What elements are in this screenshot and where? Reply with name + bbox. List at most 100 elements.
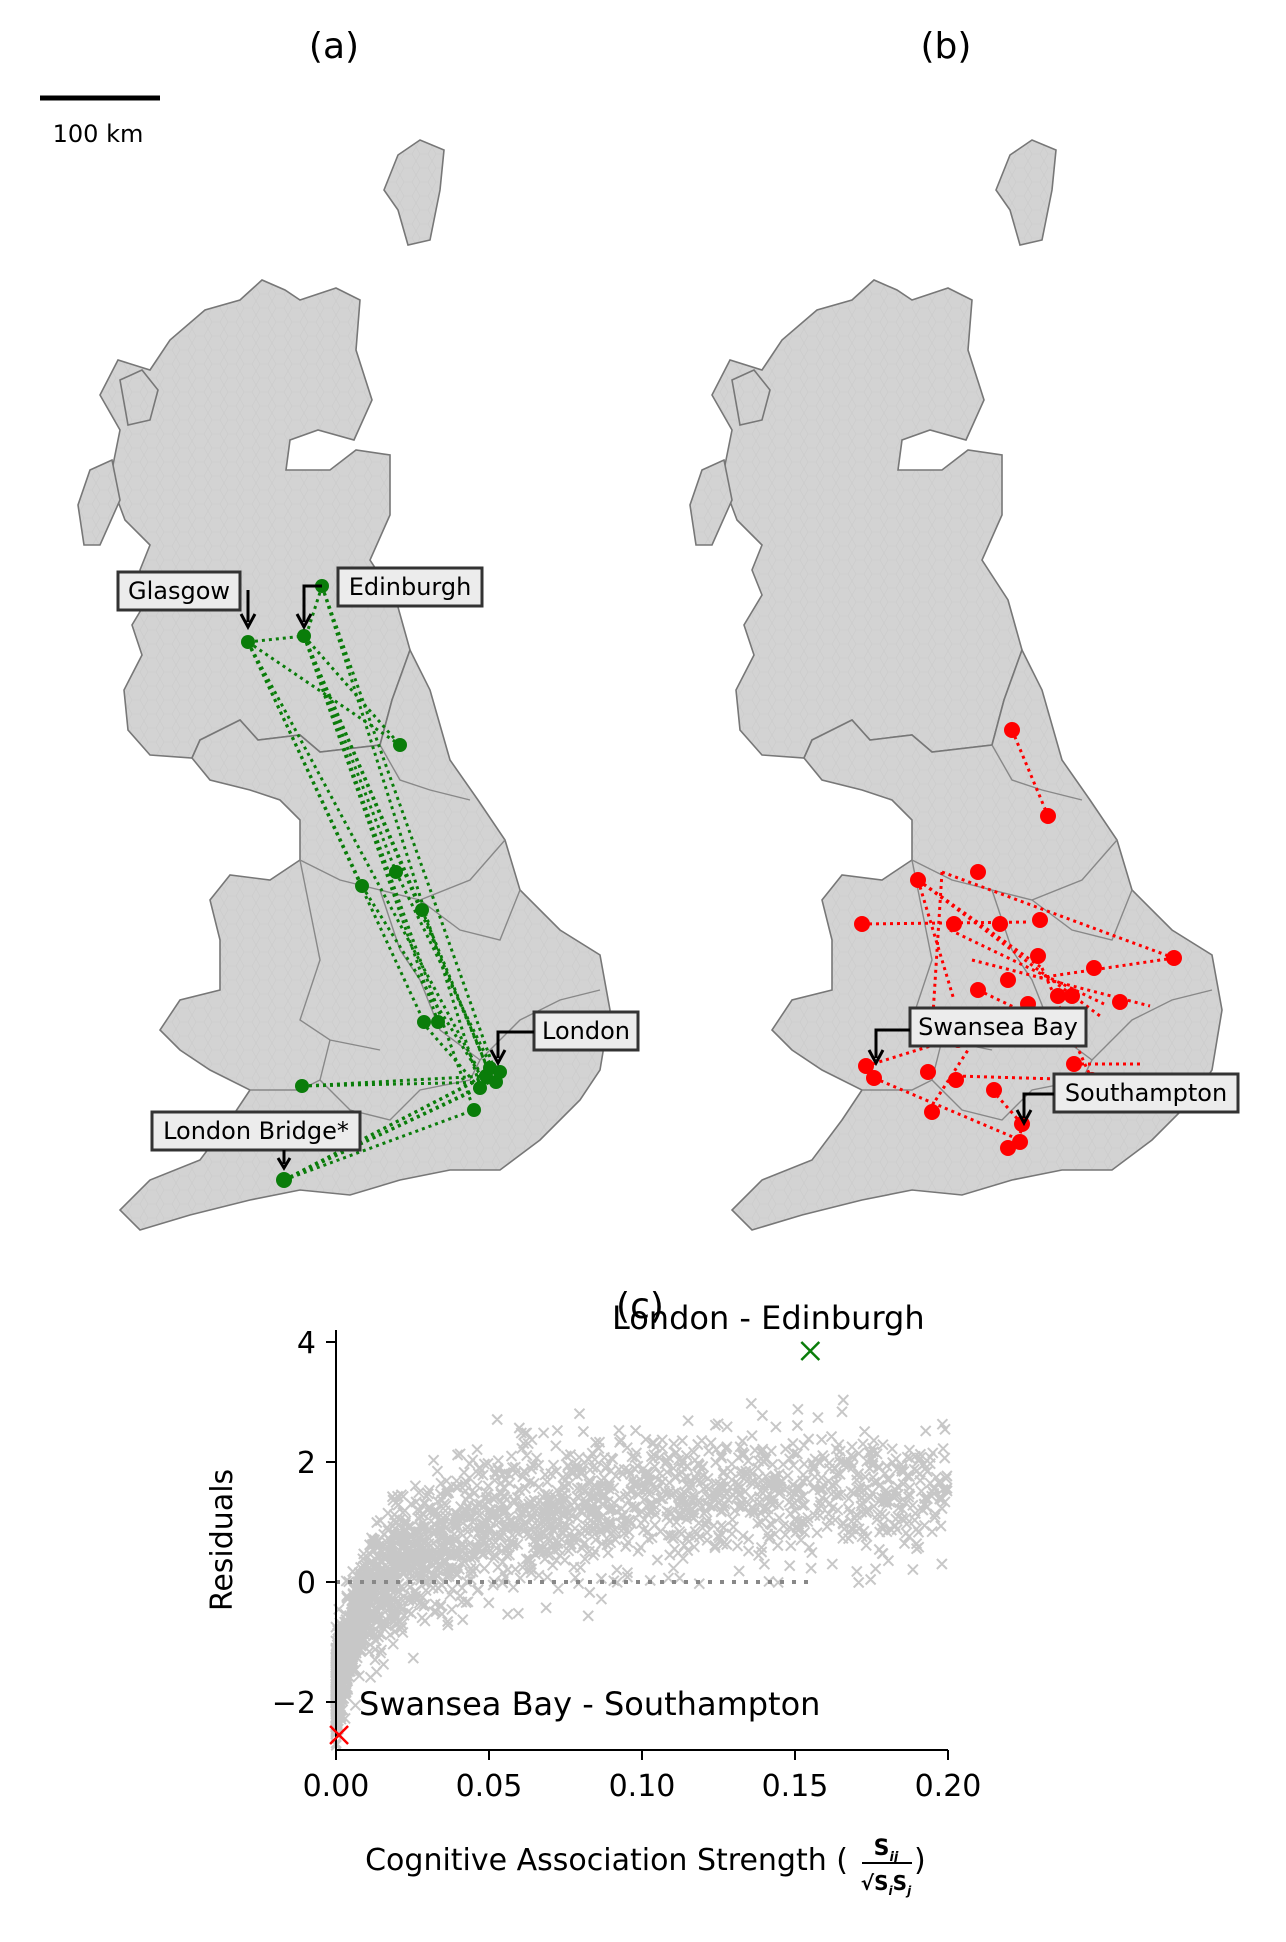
- label-london-bridge-text: London Bridge*: [163, 1117, 349, 1145]
- great-britain-landmass: [77, 139, 611, 1231]
- node-bristol: [295, 1079, 309, 1093]
- map-panel-b: Swansea Bay Southampton: [689, 139, 1240, 1231]
- node-b26: [948, 1072, 964, 1088]
- map-panel-a: Glasgow Edinburgh London London Bridge*: [77, 139, 640, 1231]
- x-axis-label-text: Cognitive Association Strength (: [365, 1843, 848, 1878]
- x-tick-label: 0.15: [762, 1769, 829, 1804]
- node-london-bridge: [276, 1172, 292, 1188]
- highlight-swansea-southampton: [329, 1725, 349, 1745]
- node-newcastle: [393, 738, 407, 752]
- node-b-swansea-2: [866, 1070, 882, 1086]
- y-tick-label: 2: [297, 1446, 316, 1481]
- node-b-york: [1004, 722, 1020, 738]
- node-b13: [970, 982, 986, 998]
- node-b25: [920, 1064, 936, 1080]
- label-southampton-text: Southampton: [1065, 1079, 1227, 1107]
- highlight-points: London - Edinburgh Swansea Bay - Southamp…: [329, 1299, 925, 1745]
- green-connection-lines: [246, 585, 500, 1182]
- node-b10: [1166, 950, 1182, 966]
- annotation-london-edinburgh: London - Edinburgh: [612, 1299, 925, 1337]
- link-a13: [320, 585, 482, 1087]
- region-borders: [250, 744, 601, 1121]
- link-b2: [917, 878, 1043, 970]
- y-axis-label: Residuals: [205, 1469, 240, 1611]
- green-nodes: [241, 579, 507, 1188]
- scatter-chart: (c) 0.00 0.05 0.10 0.15 0.20 −2 0 2 4 London - E…: [205, 1286, 981, 1898]
- scotland-shape: [99, 279, 411, 759]
- link-a23: [283, 1086, 481, 1182]
- node-b12: [1000, 972, 1016, 988]
- node-b17: [1112, 994, 1128, 1010]
- node-b27: [986, 1082, 1002, 1098]
- england-wales-shape: [118, 647, 611, 1231]
- western-isles-shape: [77, 458, 121, 546]
- link-a19: [301, 1080, 497, 1088]
- node-b4: [970, 864, 986, 880]
- x-axis-label: Cognitive Association Strength ( Sij √Si…: [365, 1836, 926, 1898]
- scatter-markers: [330, 1394, 953, 1752]
- node-b8: [1032, 912, 1048, 928]
- node-a7: [415, 903, 429, 917]
- link-a4: [304, 585, 324, 637]
- link-a1: [247, 634, 305, 644]
- link-b1: [1010, 729, 1050, 817]
- node-a10: [467, 1103, 481, 1117]
- panel-b-title: (b): [921, 26, 972, 67]
- node-b11: [1086, 960, 1102, 976]
- link-b14: [873, 1076, 1021, 1142]
- great-britain-landmass-b: [689, 139, 1223, 1231]
- node-a5: [355, 879, 369, 893]
- node-b5: [854, 916, 870, 932]
- label-edinburgh: Edinburgh: [295, 566, 484, 631]
- node-london-5: [493, 1065, 507, 1079]
- label-swansea-bay-text: Swansea Bay: [918, 1013, 1078, 1041]
- link-a3: [302, 635, 402, 746]
- x-tick-label: 0.10: [609, 1769, 676, 1804]
- x-axis-label-numerator: Sij: [874, 1836, 899, 1865]
- scatter-points: [330, 1394, 953, 1752]
- node-b6: [946, 916, 962, 932]
- y-tick-label: 4: [297, 1326, 316, 1361]
- label-swansea-bay: Swansea Bay: [867, 1006, 1088, 1067]
- link-b15: [926, 1049, 970, 1113]
- node-b21: [1066, 1056, 1082, 1072]
- link-a10: [302, 635, 440, 1023]
- link-a22: [283, 1068, 497, 1182]
- link-a2: [247, 640, 401, 747]
- node-b16: [1064, 988, 1080, 1004]
- link-a11: [302, 635, 492, 1075]
- chart-title: (c): [616, 1286, 664, 1327]
- link-a16: [394, 871, 498, 1077]
- label-glasgow-text: Glasgow: [128, 577, 230, 605]
- label-london-bridge: London Bridge*: [150, 1110, 362, 1171]
- link-b20: [930, 871, 944, 1031]
- y-tick-label: 0: [297, 1566, 316, 1601]
- label-edinburgh-text: Edinburgh: [349, 573, 472, 601]
- node-a6: [389, 865, 403, 879]
- node-london-3: [473, 1081, 487, 1095]
- label-southampton: Southampton: [1015, 1072, 1240, 1127]
- highlight-london-edinburgh: [800, 1341, 821, 1361]
- label-london: London: [489, 1010, 640, 1067]
- node-edinburgh: [297, 629, 311, 643]
- shetland-shape: [383, 139, 445, 246]
- x-axis-label-close: ): [914, 1843, 926, 1878]
- panel-a-title: (a): [309, 26, 359, 67]
- node-b15: [1050, 988, 1066, 1004]
- x-tick-label: 0.20: [915, 1769, 982, 1804]
- scale-bar-label: 100 km: [53, 120, 144, 148]
- link-b8: [971, 958, 1151, 1008]
- x-tick-label: 0.05: [456, 1769, 523, 1804]
- node-b7: [992, 916, 1008, 932]
- node-a9: [431, 1015, 445, 1029]
- node-b30: [1000, 1140, 1016, 1156]
- node-b28: [924, 1104, 940, 1120]
- label-glasgow: Glasgow: [116, 570, 257, 631]
- x-axis-label-denominator: √SiSj: [861, 1871, 912, 1898]
- node-b31: [1012, 1134, 1028, 1150]
- node-b9: [1030, 948, 1046, 964]
- annotation-swansea-southampton: Swansea Bay - Southampton: [359, 1685, 820, 1723]
- chart-axes: 0.00 0.05 0.10 0.15 0.20 −2 0 2 4: [272, 1326, 982, 1804]
- label-london-text: London: [542, 1017, 630, 1045]
